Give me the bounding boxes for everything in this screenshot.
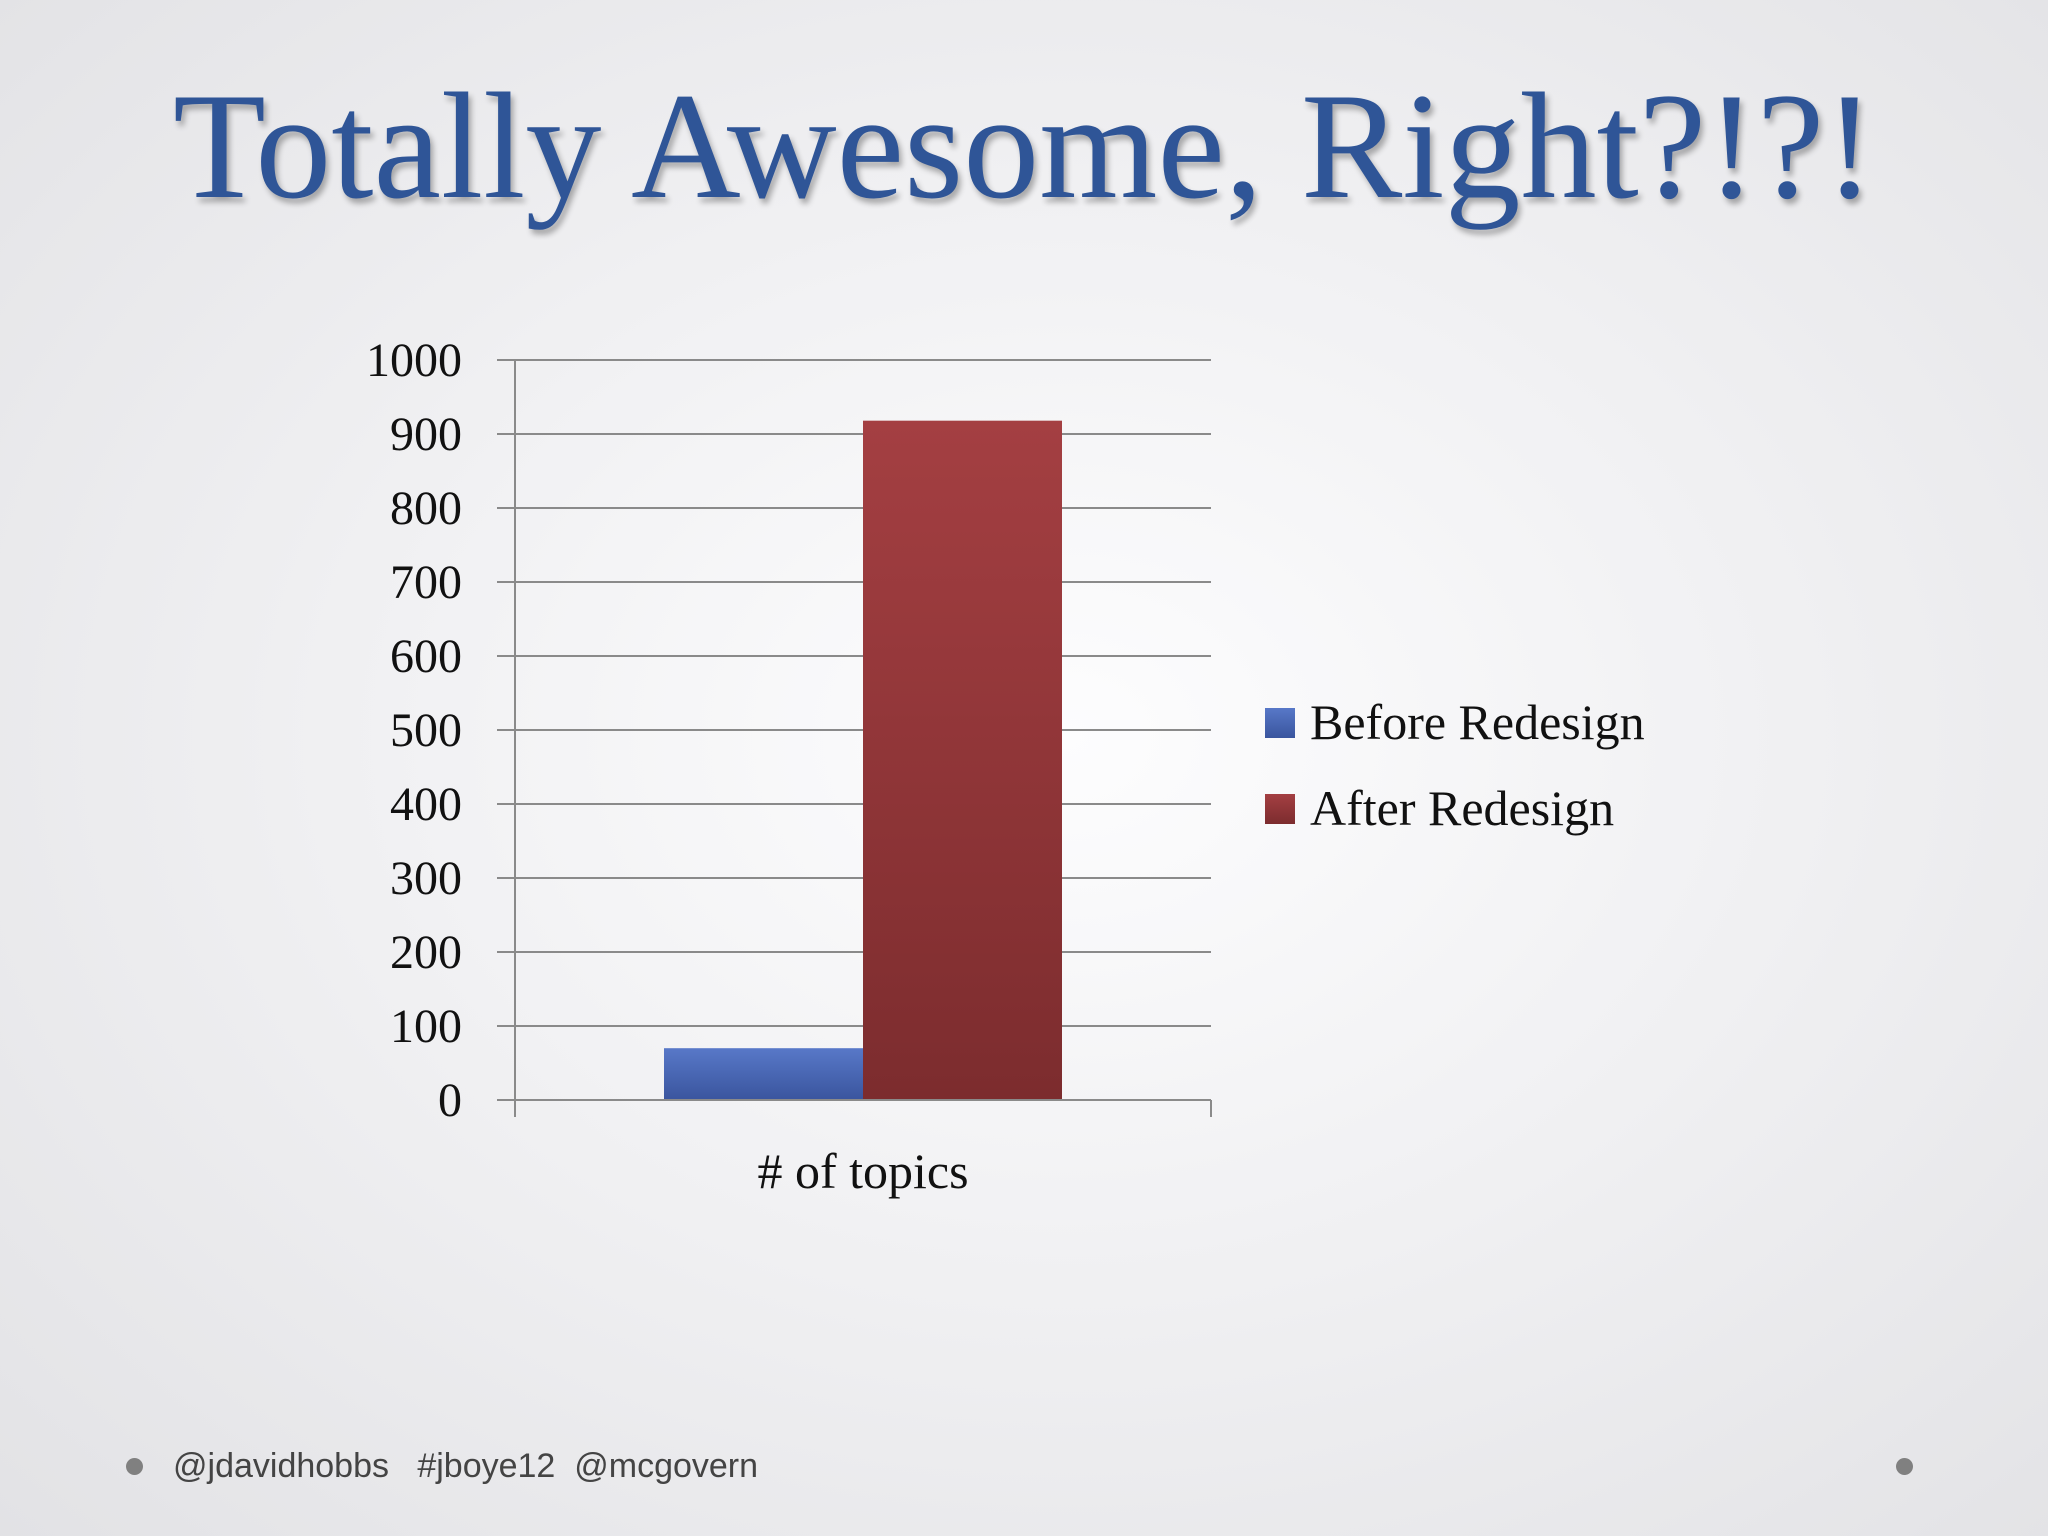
legend-label: Before Redesign xyxy=(1310,694,1645,750)
bar-after-redesign xyxy=(863,420,1062,1100)
y-axis-ticks: 0 100 200 300 400 500 600 700 800 900 1000 xyxy=(366,334,462,1127)
bullet-dot-icon xyxy=(126,1457,143,1475)
y-tick-label: 500 xyxy=(390,704,462,757)
y-tick-label: 800 xyxy=(390,482,462,535)
footer: @jdavidhobbs #jboye12 @mcgovern xyxy=(126,1446,758,1486)
legend: Before Redesign After Redesign xyxy=(1265,694,1645,836)
legend-label: After Redesign xyxy=(1310,780,1614,836)
bar-before-redesign xyxy=(664,1048,863,1100)
y-tick-label: 900 xyxy=(390,408,462,461)
legend-swatch xyxy=(1265,708,1295,738)
y-tick-label: 700 xyxy=(390,556,462,609)
grid-lines xyxy=(497,359,1211,1027)
legend-swatch xyxy=(1265,794,1295,824)
y-tick-label: 400 xyxy=(390,778,462,831)
axes xyxy=(497,360,1212,1117)
bars xyxy=(664,420,1062,1100)
category-label: # of topics xyxy=(757,1143,968,1199)
y-tick-label: 600 xyxy=(390,630,462,683)
slide-title: Totally Awesome, Right?!?! xyxy=(173,62,1875,230)
bullet-dot-icon xyxy=(1896,1458,1913,1475)
y-tick-label: 200 xyxy=(390,926,462,979)
footer-text: @jdavidhobbs #jboye12 @mcgovern xyxy=(173,1446,759,1485)
y-tick-label: 100 xyxy=(390,1000,462,1053)
y-tick-label: 0 xyxy=(438,1074,462,1127)
y-tick-label: 1000 xyxy=(366,334,462,387)
y-tick-label: 300 xyxy=(390,852,462,905)
